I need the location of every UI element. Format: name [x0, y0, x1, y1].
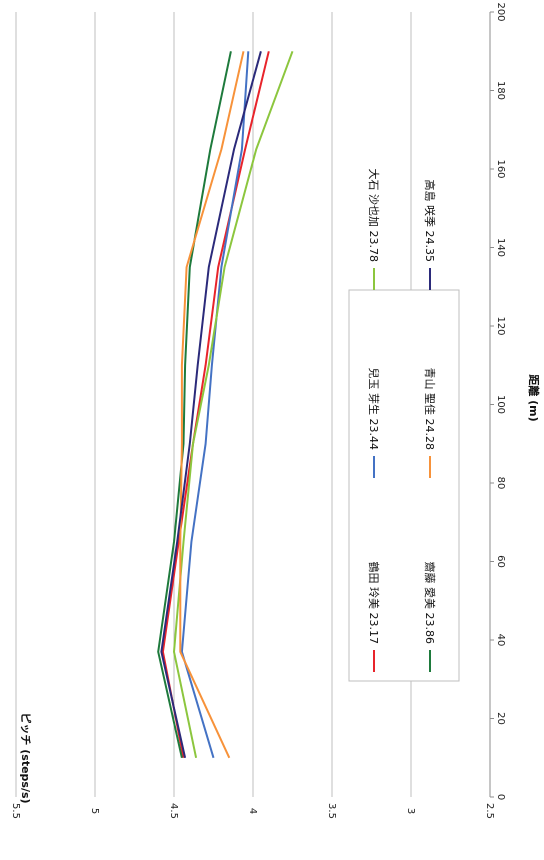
y-axis-title: ピッチ (steps/s): [19, 712, 32, 803]
legend-box: [348, 289, 460, 682]
legend-label-2: 兒玉 芽生 23.44: [367, 368, 381, 450]
legend-label-5: 青山 聖佳 24.28: [423, 368, 437, 450]
y-tick-label: 5.5: [10, 803, 21, 819]
legend-label-6: 高島 咲季 24.35: [423, 180, 437, 262]
plot-area: 2.5 3 3.5 4 4.5 5 5.5 0 20 40 60 80 100 120 140 160 180 2…: [10, 2, 506, 819]
legend: 鶴田 玲美 23.17 兒玉 芽生 23.44 大石 沙也加 23.78 齋藤 愛美 …: [348, 169, 460, 682]
x-tick-label: 140: [495, 238, 506, 257]
x-tick-label: 100: [495, 395, 506, 414]
x-tick-label: 80: [495, 477, 506, 490]
legend-label-1: 鶴田 玲美 23.17: [367, 562, 381, 644]
y-tick-label: 2.5: [484, 803, 495, 819]
series-line-3: [173, 50, 294, 759]
x-axis-title: 距離 (m): [527, 374, 541, 421]
x-tick-label: 180: [495, 81, 506, 100]
legend-label-4: 齋藤 愛美 23.86: [423, 562, 437, 644]
y-tick-label: 3: [405, 808, 416, 814]
y-tick-label: 4: [247, 808, 258, 814]
x-tick-label: 40: [495, 634, 506, 647]
series-line-4: [157, 51, 232, 759]
y-tick-label: 3.5: [326, 803, 337, 819]
x-tick-label: 200: [495, 2, 506, 21]
series-line-1: [161, 51, 270, 758]
x-tick-label: 160: [495, 159, 506, 178]
y-tick-label: 5: [89, 808, 100, 814]
series-line-6: [160, 51, 262, 759]
series-line-2: [180, 51, 250, 759]
x-tick-label: 120: [495, 316, 506, 335]
series-line-5: [179, 51, 245, 759]
x-tick-label: 60: [495, 555, 506, 568]
x-tick-label: 0: [495, 794, 506, 800]
y-tick-label: 4.5: [168, 803, 179, 819]
x-tick-label: 20: [495, 712, 506, 725]
legend-label-3: 大石 沙也加 23.78: [367, 169, 381, 262]
